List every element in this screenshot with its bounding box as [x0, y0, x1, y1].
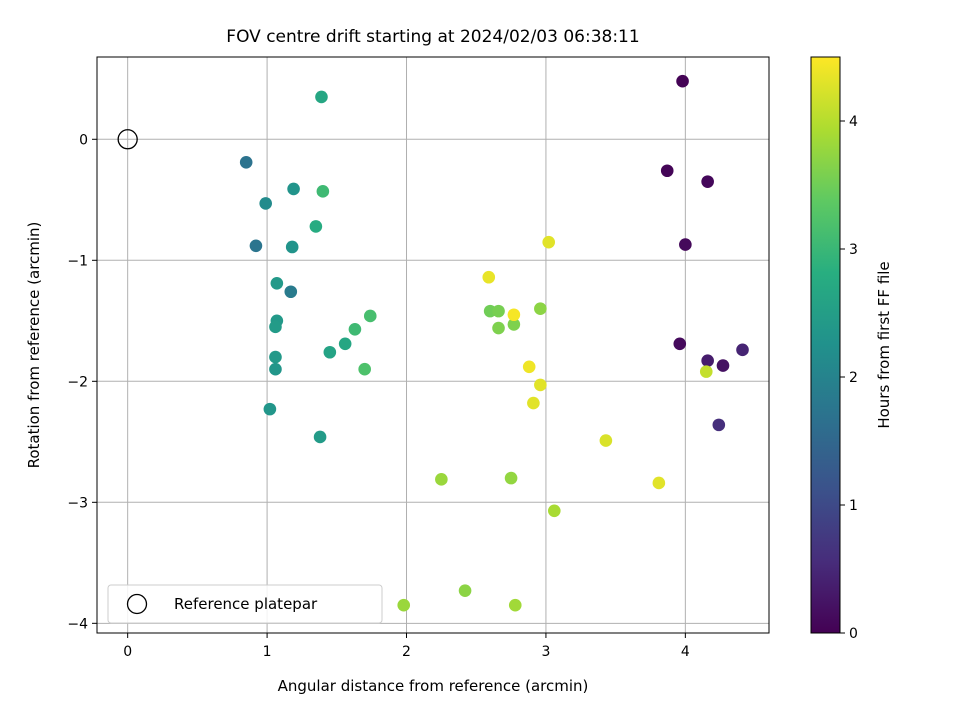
- colorbar-tick-label: 3: [849, 242, 858, 258]
- data-point: [270, 276, 284, 290]
- data-point: [660, 164, 674, 178]
- y-tick-label: −4: [67, 616, 88, 632]
- colorbar-tick-label: 2: [849, 370, 858, 386]
- data-point: [316, 185, 330, 198]
- data-point: [338, 337, 352, 351]
- data-point: [309, 220, 323, 233]
- data-point: [504, 471, 518, 485]
- colorbar-tick-label: 0: [849, 626, 858, 642]
- data-point: [534, 302, 547, 315]
- data-point: [358, 362, 371, 376]
- data-point: [269, 350, 282, 364]
- data-point: [716, 359, 730, 372]
- data-point: [239, 155, 253, 169]
- data-point: [712, 418, 726, 432]
- colorbar-ticks: 0 1 2 3 4: [840, 114, 858, 642]
- data-point: [673, 337, 687, 351]
- data-point: [679, 238, 692, 251]
- legend-marker-reference: [126, 593, 148, 615]
- data-point: [699, 365, 713, 378]
- data-point: [534, 378, 547, 392]
- colorbar-label: Hours from first FF file: [875, 261, 893, 428]
- data-point: [492, 304, 505, 318]
- data-point: [348, 322, 362, 336]
- x-axis-label: Angular distance from reference (arcmin): [278, 677, 589, 695]
- data-point: [263, 402, 277, 416]
- chart-title: FOV centre drift starting at 2024/02/03 …: [226, 27, 639, 47]
- data-point: [701, 354, 714, 368]
- data-point: [435, 473, 448, 486]
- y-axis-ticks: −4 −3 −2 −1 0: [67, 132, 97, 632]
- data-point: [652, 476, 666, 490]
- x-tick-label: 1: [263, 644, 272, 660]
- colorbar-tick-label: 1: [849, 498, 858, 514]
- data-point: [701, 175, 714, 188]
- data-point: [313, 430, 327, 444]
- data-point: [482, 270, 496, 284]
- data-point: [736, 343, 749, 357]
- x-tick-label: 4: [681, 644, 690, 660]
- colorbar-tick-label: 4: [849, 114, 858, 130]
- data-point: [676, 74, 689, 88]
- data-point: [492, 321, 505, 335]
- data-point: [285, 240, 299, 254]
- data-point: [315, 90, 328, 104]
- data-point: [269, 320, 282, 334]
- data-point: [397, 598, 411, 612]
- grid-lines: [97, 57, 769, 633]
- data-point: [547, 504, 561, 518]
- data-point: [458, 584, 472, 597]
- plot-area-frame: [96, 56, 770, 634]
- y-tick-label: −3: [67, 495, 88, 511]
- data-point: [527, 396, 540, 410]
- y-axis-label: Rotation from reference (arcmin): [25, 222, 43, 469]
- data-point: [259, 197, 272, 210]
- data-point: [599, 434, 613, 447]
- data-point: [542, 235, 556, 249]
- reference-marker-group: [117, 129, 138, 150]
- y-tick-label: 0: [79, 132, 88, 148]
- data-point: [363, 309, 377, 323]
- y-tick-label: −2: [67, 374, 88, 390]
- legend-label-reference: Reference platepar: [174, 595, 318, 613]
- x-axis-ticks: 0 1 2 3 4: [123, 633, 690, 660]
- data-point: [507, 318, 521, 331]
- x-tick-label: 3: [541, 644, 550, 660]
- y-tick-label: −1: [67, 253, 88, 269]
- data-point: [323, 345, 337, 359]
- data-point: [249, 239, 263, 253]
- x-tick-label: 0: [123, 644, 132, 660]
- data-point: [508, 598, 522, 612]
- data-point: [269, 362, 282, 376]
- data-points: [239, 74, 749, 612]
- x-tick-label: 2: [402, 644, 411, 660]
- legend: Reference platepar: [107, 584, 383, 624]
- data-point: [507, 308, 521, 322]
- data-point: [284, 285, 298, 299]
- data-point: [522, 360, 536, 374]
- data-point: [287, 182, 300, 196]
- reference-marker: [117, 129, 138, 150]
- colorbar-gradient: [810, 56, 841, 634]
- legend-box: [107, 584, 383, 624]
- colorbar: 0 1 2 3 4 Hours from first FF file: [810, 56, 893, 642]
